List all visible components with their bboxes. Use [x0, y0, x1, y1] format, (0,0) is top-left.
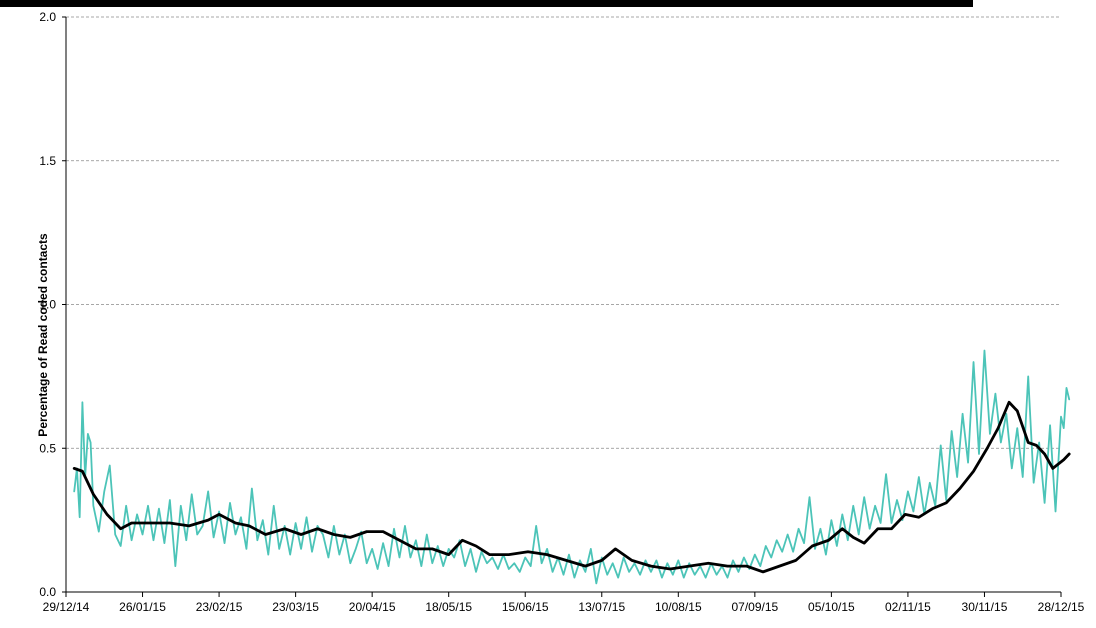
y-tick-labels: 0.0 0.5 1.0 1.5 2.0	[39, 10, 56, 599]
y-tick-label: 1.5	[39, 154, 56, 168]
series-line-1	[73, 349, 1071, 585]
y-tick-label: 1.0	[39, 298, 56, 312]
x-tick-label: 02/11/15	[885, 600, 931, 614]
axes	[62, 16, 1062, 597]
x-tick-label: 13/07/15	[578, 600, 625, 614]
x-tick-label: 10/08/15	[655, 600, 702, 614]
series-line-2	[72, 400, 1071, 574]
x-tick-label: 28/12/15	[1038, 600, 1085, 614]
x-tick-label: 23/02/15	[196, 600, 243, 614]
y-tick-label: 0.5	[39, 441, 56, 455]
x-tick-label: 23/03/15	[272, 600, 319, 614]
x-tick-label: 29/12/14	[43, 600, 90, 614]
x-tick-label: 07/09/15	[731, 600, 778, 614]
x-tick-label: 30/11/15	[962, 600, 1008, 614]
x-tick-label: 26/01/15	[119, 600, 166, 614]
x-tick-label: 05/10/15	[808, 600, 855, 614]
y-axis-label: Percentage of Read coded contacts	[36, 233, 50, 437]
x-tick-labels: 29/12/14 26/01/15 23/02/15 23/03/15 20/04/15…	[43, 600, 1085, 614]
x-tick-label: 18/05/15	[425, 600, 472, 614]
series-lines	[72, 349, 1071, 585]
x-tick-label: 15/06/15	[502, 600, 549, 614]
gridlines	[66, 16, 1061, 449]
y-tick-label: 2.0	[39, 10, 56, 24]
y-tick-label: 0.0	[39, 585, 56, 599]
x-tick-label: 20/04/15	[349, 600, 396, 614]
top-black-bar	[0, 0, 973, 7]
